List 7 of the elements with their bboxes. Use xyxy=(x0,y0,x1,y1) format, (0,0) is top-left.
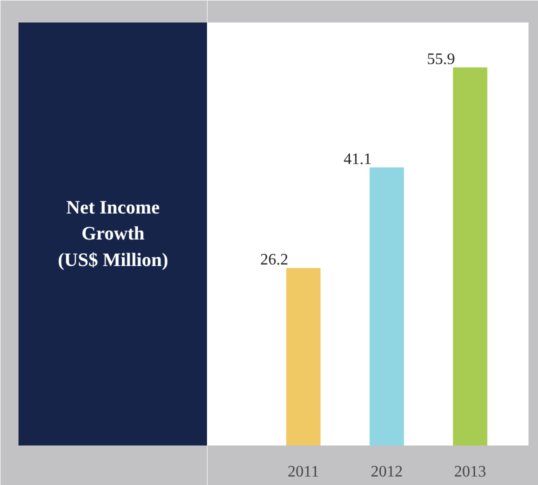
data-label: 26.2 xyxy=(260,251,288,268)
text: Net Income Growth (US$ Million) xyxy=(58,197,168,271)
x-tick-label: 2011 xyxy=(288,464,320,480)
x-tick-label: 2012 xyxy=(370,464,403,480)
data-label: 55.9 xyxy=(426,50,455,68)
x-tick-label: 2013 xyxy=(454,464,486,480)
data-label: 41.1 xyxy=(344,150,372,168)
